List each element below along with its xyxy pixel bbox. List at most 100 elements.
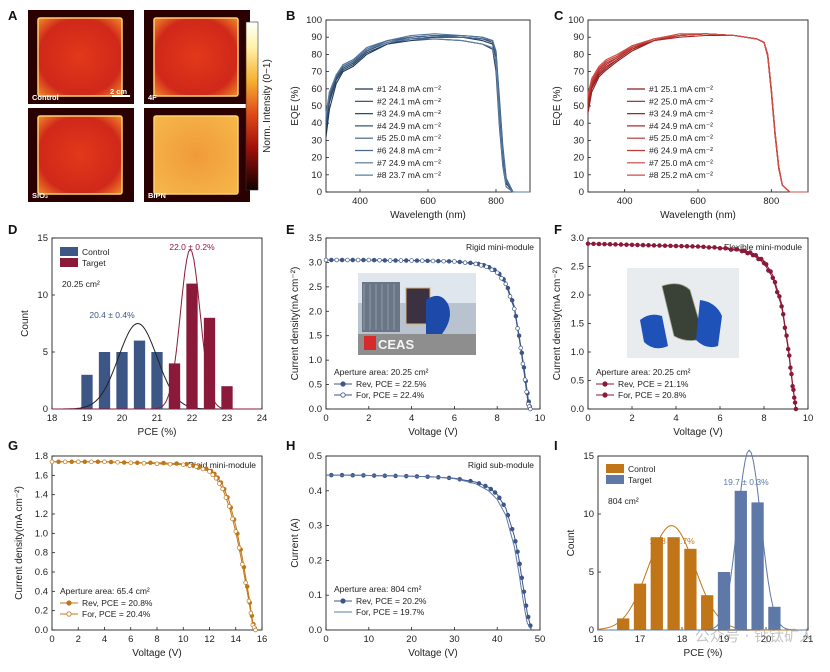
hist-bar-target xyxy=(203,317,216,409)
jv-marker xyxy=(488,486,494,492)
x-tick-label: 20 xyxy=(117,413,128,424)
jv-marker xyxy=(785,346,791,352)
legend-label: #3 24.9 mA cm⁻² xyxy=(377,109,441,119)
panel-letter-H: H xyxy=(286,438,295,453)
jv-marker xyxy=(207,469,212,474)
jv-marker xyxy=(607,242,613,247)
jv-marker xyxy=(148,460,153,466)
x-tick-label: 23 xyxy=(222,413,233,424)
x-tick-label: 21 xyxy=(152,413,163,424)
jv-marker xyxy=(102,459,107,465)
x-tick-label: 30 xyxy=(449,634,460,645)
hist-bar-target xyxy=(186,283,198,409)
x-tick-label: 0 xyxy=(323,634,328,645)
hist-bar-target xyxy=(221,386,233,409)
y-tick-label: 100 xyxy=(306,15,322,26)
legend-label: For, PCE = 19.7% xyxy=(356,607,425,617)
x-tick-label: 8 xyxy=(495,413,500,424)
x-tick-label: 600 xyxy=(690,196,706,207)
hist-bar-target xyxy=(751,502,764,630)
legend-label: For, PCE = 20.8% xyxy=(618,390,687,400)
x-tick-label: 50 xyxy=(535,634,546,645)
jv-marker xyxy=(366,257,372,263)
legend-swatch xyxy=(606,464,624,473)
x-tick-label: 21 xyxy=(803,634,814,645)
panel-letter-F: F xyxy=(554,222,562,237)
hist-bar-target xyxy=(717,572,731,630)
y-tick-label: 60 xyxy=(311,84,322,95)
y-tick-label: 50 xyxy=(311,101,322,112)
x-tick-label: 10 xyxy=(364,634,375,645)
x-tick-label: 600 xyxy=(420,196,436,207)
jv-marker xyxy=(512,306,517,312)
plot-frame xyxy=(325,455,541,631)
inset-photo-rigid-module: CEAS xyxy=(358,273,476,355)
gauss-fit-target xyxy=(52,248,261,410)
plot-frame xyxy=(325,237,541,410)
jv-marker xyxy=(483,483,488,489)
y-tick-label: 3.0 xyxy=(309,257,322,268)
y-tick-label: 3.0 xyxy=(571,233,584,244)
jv-marker xyxy=(522,377,528,382)
y-tick-label: 0 xyxy=(579,187,584,198)
panel-letter-C: C xyxy=(554,8,564,23)
jv-marker xyxy=(501,502,506,507)
jv-marker xyxy=(684,244,690,249)
jv-marker xyxy=(673,243,679,249)
y-tick-label: 0.2 xyxy=(35,606,48,617)
jv-marker xyxy=(706,245,712,250)
pl-sample-label: Control xyxy=(32,93,59,102)
y-axis-label: Current (A) xyxy=(290,518,301,567)
hist-bar-control xyxy=(81,374,93,409)
jv-marker xyxy=(515,326,520,331)
y-tick-label: 10 xyxy=(37,290,48,301)
y-axis-label: EQE (%) xyxy=(552,86,563,125)
y-tick-label: 0 xyxy=(317,187,322,198)
jv-marker xyxy=(503,281,509,287)
x-tick-label: 18 xyxy=(677,634,688,645)
jv-marker xyxy=(200,466,206,472)
x-tick-label: 40 xyxy=(492,634,503,645)
x-axis-label: PCE (%) xyxy=(138,427,177,438)
jv-marker xyxy=(499,276,504,281)
legend-label: #2 25.0 mA cm⁻² xyxy=(649,96,713,106)
hist-bar-control xyxy=(617,618,630,630)
y-tick-label: 2.5 xyxy=(309,282,322,293)
x-tick-label: 800 xyxy=(763,196,779,207)
y-tick-label: 2.0 xyxy=(309,306,322,317)
jv-marker xyxy=(462,260,468,265)
panel-letter-G: G xyxy=(8,438,18,453)
y-tick-label: 2.5 xyxy=(571,262,584,273)
jv-marker xyxy=(793,406,799,412)
hist-bar-control xyxy=(98,352,111,409)
jv-marker xyxy=(49,459,55,465)
aperture-area-label: Aperture area: 804 cm² xyxy=(334,584,422,594)
jv-marker xyxy=(745,250,750,256)
jv-marker xyxy=(210,472,216,478)
legend-swatch xyxy=(60,247,78,256)
jv-marker xyxy=(750,252,756,258)
jv-marker xyxy=(519,575,525,581)
y-tick-label: 50 xyxy=(573,101,584,112)
legend-label: For, PCE = 22.4% xyxy=(356,390,425,400)
jv-marker xyxy=(220,486,225,492)
y-tick-label: 1.6 xyxy=(35,470,48,481)
jv-marker xyxy=(782,325,788,331)
y-axis-label: EQE (%) xyxy=(290,86,301,125)
jv-marker xyxy=(515,549,520,554)
y-tick-label: 1.5 xyxy=(309,331,322,342)
fit-annotation: 19.7 ± 0.3% xyxy=(723,477,769,487)
x-tick-label: 400 xyxy=(352,196,368,207)
jv-marker xyxy=(355,257,361,263)
jv-marker xyxy=(217,481,222,486)
y-tick-label: 0.0 xyxy=(571,404,584,415)
y-tick-label: 1.8 xyxy=(35,451,48,462)
jv-marker xyxy=(345,257,350,263)
hist-bar-target xyxy=(734,490,747,630)
jv-marker xyxy=(248,610,254,616)
y-tick-label: 60 xyxy=(573,84,584,95)
x-tick-label: 4 xyxy=(673,413,678,424)
y-tick-label: 10 xyxy=(583,509,594,520)
legend-label: Rev, PCE = 20.2% xyxy=(356,596,427,606)
